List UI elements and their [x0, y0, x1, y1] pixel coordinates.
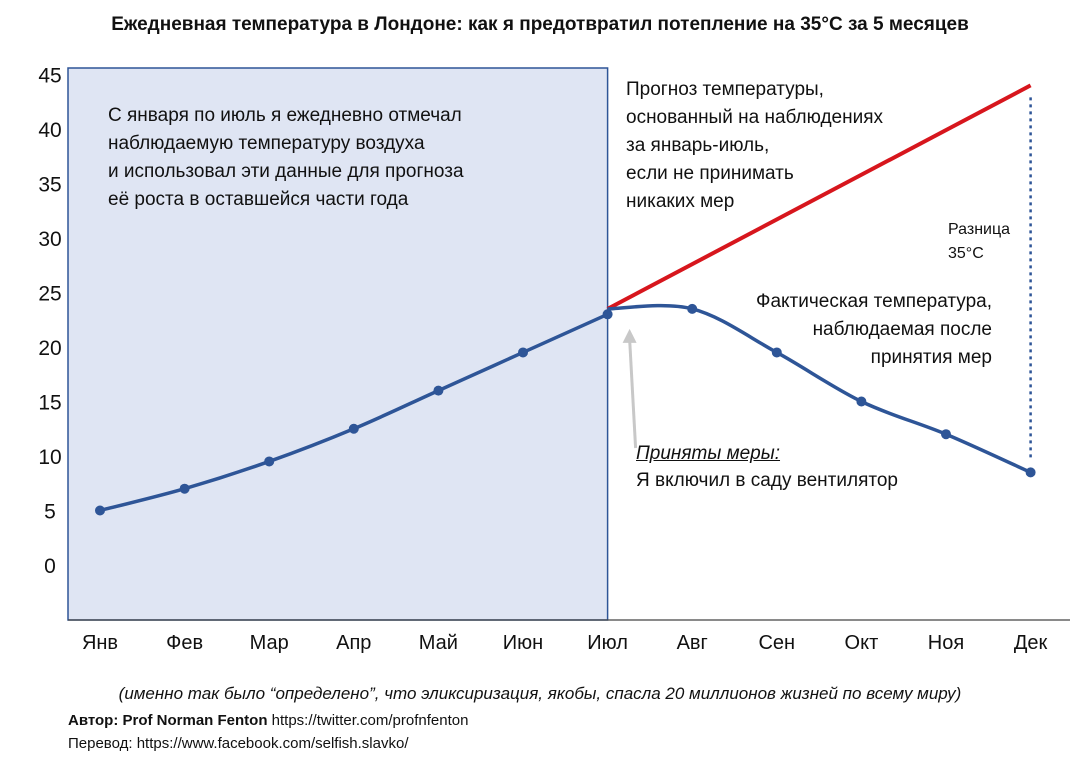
observed-point — [433, 385, 444, 396]
x-tick-label: Июн — [503, 632, 543, 654]
actual-note-line: принятия мер — [870, 347, 992, 368]
difference-note: Разница 35°C — [948, 218, 1010, 266]
observed-point — [348, 423, 359, 434]
x-tick-label: Мар — [250, 632, 289, 654]
y-tick-label: 5 — [44, 501, 56, 524]
forecast-note-line: никаких мер — [626, 191, 735, 212]
y-tick-label: 30 — [38, 228, 61, 251]
y-tick-label: 35 — [38, 174, 61, 197]
y-tick-label: 15 — [38, 392, 61, 415]
x-tick-label: Дек — [1014, 632, 1048, 654]
translation-credit[interactable]: Перевод: https://www.facebook.com/selfis… — [68, 735, 409, 752]
y-tick-label: 40 — [38, 119, 61, 142]
footer-note: (именно так было “определено”, что эликс… — [118, 684, 962, 703]
x-tick-label: Апр — [336, 632, 371, 654]
y-tick-label: 45 — [38, 65, 61, 88]
x-tick-label: Фев — [166, 632, 203, 654]
x-tick-label: Окт — [845, 632, 879, 654]
forecast-note: Прогноз температуры, основанный на наблю… — [626, 76, 883, 216]
observed-point — [264, 456, 275, 467]
observation-note: С января по июль я ежедневно отмечал наб… — [108, 102, 464, 214]
observation-note-line: С января по июль я ежедневно отмечал — [108, 105, 462, 126]
forecast-note-line: Прогноз температуры, — [626, 79, 824, 100]
actual-note-line: Фактическая температура, — [756, 291, 992, 312]
y-tick-label: 25 — [38, 283, 61, 306]
observation-note-line: и использовал эти данные для прогноза — [108, 161, 464, 182]
measure-arrow-shaft — [628, 338, 638, 449]
difference-note-line: 35°C — [948, 245, 984, 262]
observation-note-line: её роста в оставшейся части года — [108, 189, 409, 210]
observed-point — [179, 483, 190, 494]
x-tick-label: Июл — [587, 632, 628, 654]
actual-point — [687, 303, 698, 314]
actual-point — [856, 396, 867, 407]
y-tick-label: 10 — [38, 446, 61, 469]
author-credit: Автор: Prof Norman Fenton https://twitte… — [68, 712, 468, 729]
observed-point — [602, 309, 613, 320]
forecast-note-line: за январь-июль, — [626, 135, 770, 156]
actual-note-line: наблюдаемая после — [812, 319, 992, 340]
difference-note-line: Разница — [948, 221, 1011, 238]
x-tick-label: Сен — [758, 632, 795, 654]
actual-note: Фактическая температура, наблюдаемая пос… — [700, 288, 992, 372]
observation-region — [67, 67, 609, 621]
measure-arrow-head — [622, 328, 637, 343]
x-tick-label: Май — [419, 632, 458, 654]
author-link[interactable]: https://twitter.com/profnfenton — [267, 712, 469, 729]
y-tick-label: 20 — [38, 337, 61, 360]
actual-point — [771, 347, 782, 358]
x-tick-label: Ноя — [928, 632, 964, 654]
forecast-note-line: основанный на наблюдениях — [626, 107, 884, 128]
chart-title: Ежедневная температура в Лондоне: как я … — [111, 14, 969, 35]
forecast-series-line — [606, 83, 1032, 311]
y-tick-label: 0 — [44, 555, 56, 578]
actual-point — [1025, 467, 1036, 478]
observation-note-line: наблюдаемую температуру воздуха — [108, 133, 425, 154]
x-tick-label: Авг — [677, 632, 708, 654]
actual-series-line — [607, 303, 1032, 474]
forecast-note-line: если не принимать — [626, 163, 794, 184]
action-text: Я включил в саду вентилятор — [636, 470, 898, 491]
observed-point — [95, 505, 105, 516]
author-label: Автор: Prof Norman Fenton — [68, 712, 268, 729]
x-tick-label: Янв — [82, 632, 118, 654]
actual-point — [941, 429, 951, 440]
observed-point — [518, 347, 528, 358]
action-heading: Приняты меры: — [636, 443, 781, 464]
